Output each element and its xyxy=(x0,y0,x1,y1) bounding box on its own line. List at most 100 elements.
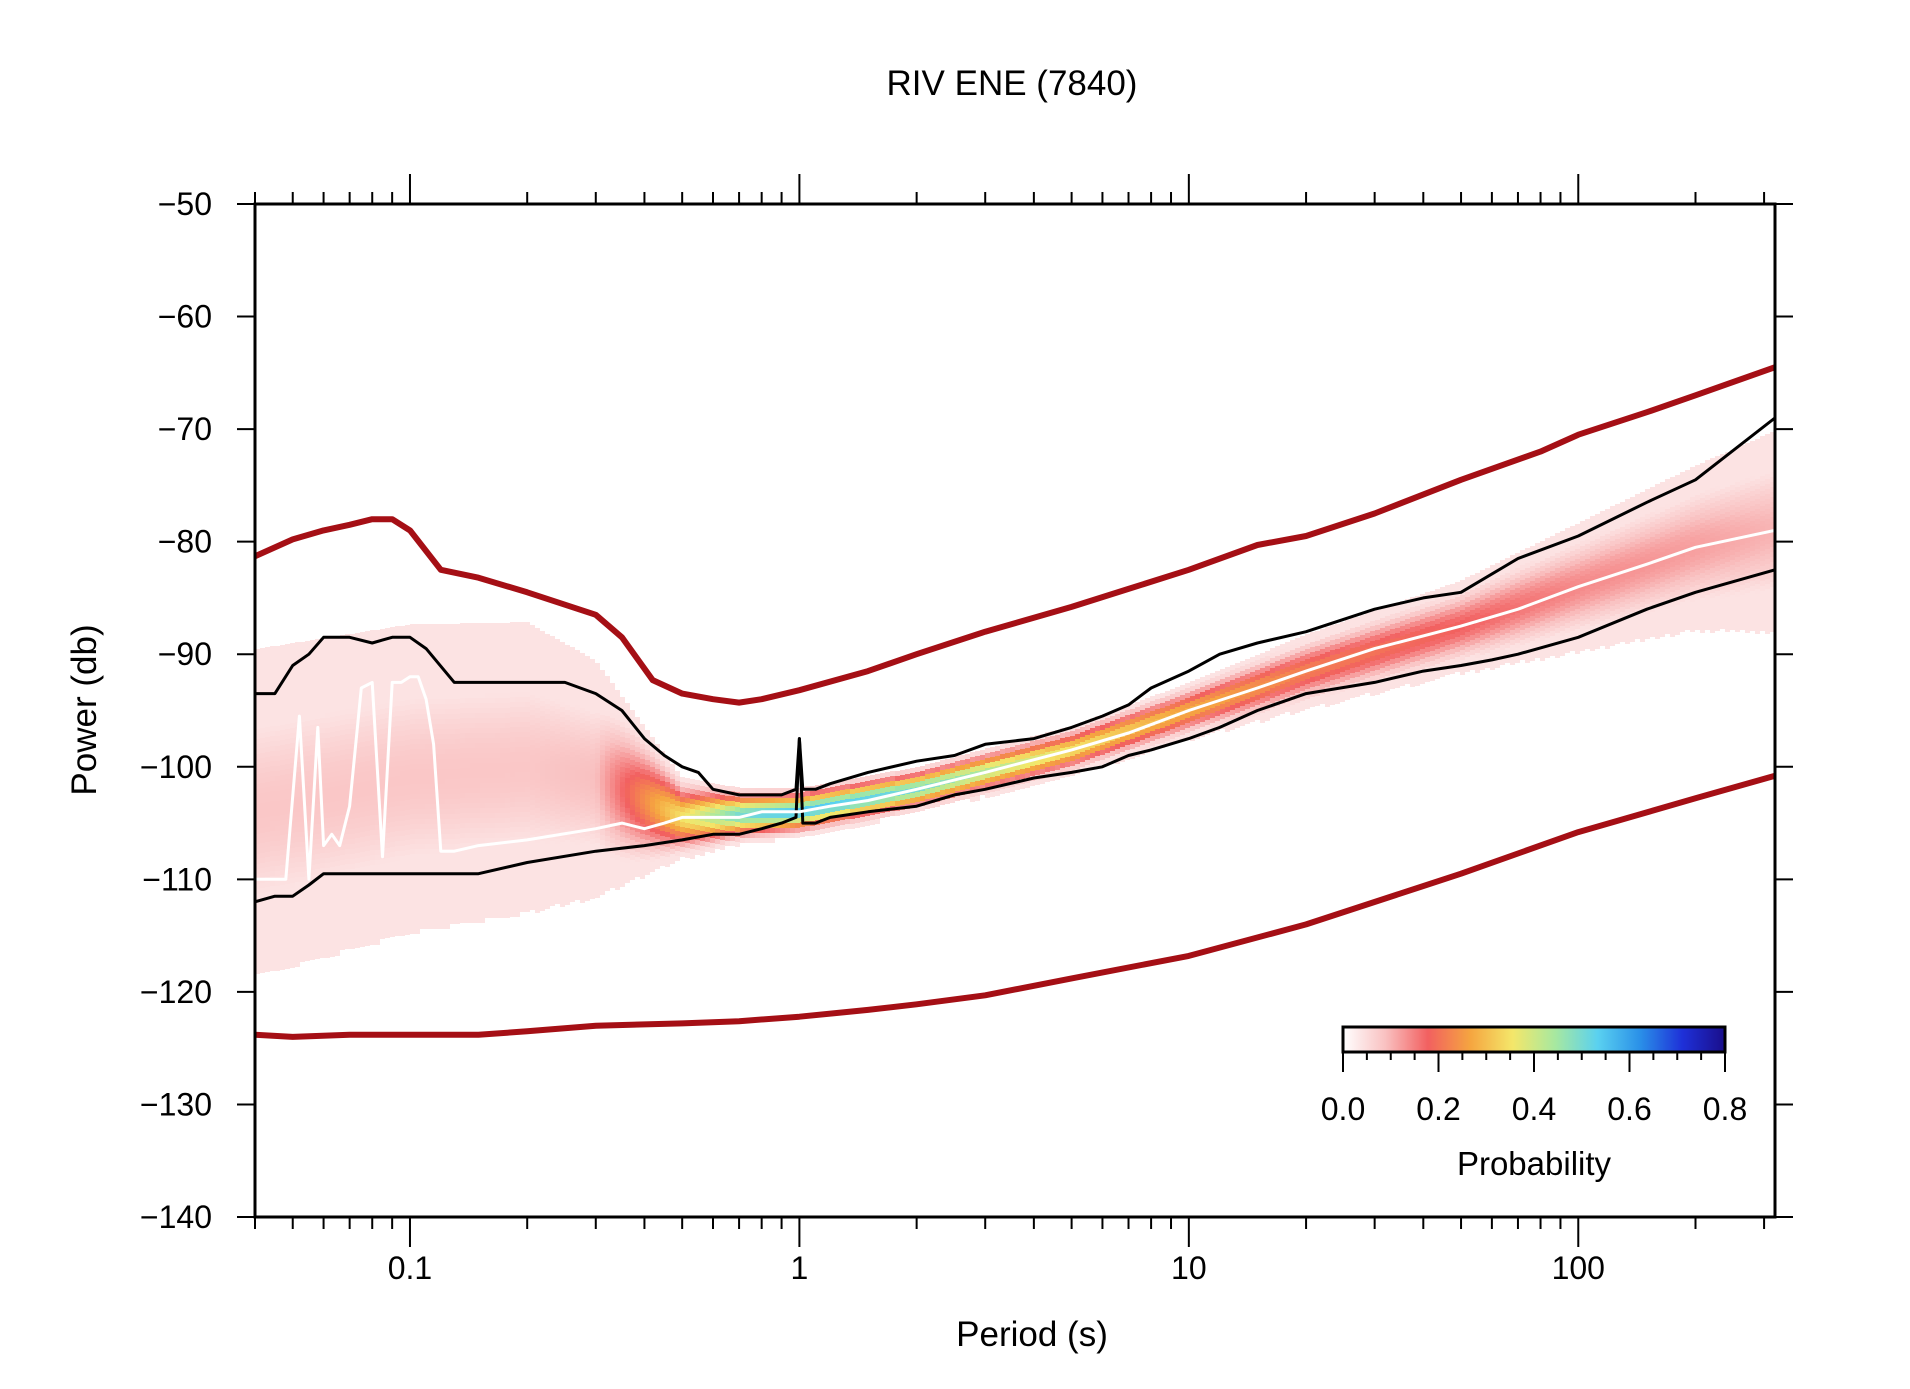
density-cell xyxy=(620,757,625,762)
density-cell xyxy=(445,744,450,749)
density-cell xyxy=(675,836,680,841)
density-cell xyxy=(300,822,305,827)
density-cell xyxy=(310,740,315,745)
density-cell xyxy=(375,890,380,895)
density-cell xyxy=(515,632,520,637)
density-cell xyxy=(345,759,350,764)
density-cell xyxy=(670,764,675,769)
density-cell xyxy=(265,647,270,652)
density-cell xyxy=(370,790,375,795)
density-cell xyxy=(480,768,485,773)
density-cell xyxy=(590,784,595,789)
density-cell xyxy=(540,711,545,716)
density-cell xyxy=(515,822,520,827)
density-cell xyxy=(695,830,700,835)
density-cell xyxy=(620,787,625,792)
density-cell xyxy=(465,813,470,818)
density-cell xyxy=(505,638,510,643)
density-cell xyxy=(520,857,525,862)
density-cell xyxy=(600,745,605,750)
density-cell xyxy=(405,795,410,800)
density-cell xyxy=(770,788,775,793)
density-cell xyxy=(615,765,620,770)
density-cell xyxy=(650,777,655,782)
density-cell xyxy=(515,772,520,777)
density-cell xyxy=(525,727,530,732)
density-cell xyxy=(675,796,680,801)
density-cell xyxy=(470,903,475,908)
density-cell xyxy=(455,669,460,674)
density-cell xyxy=(300,892,305,897)
density-cell xyxy=(550,781,555,786)
density-cell xyxy=(400,816,405,821)
density-cell xyxy=(335,811,340,816)
density-cell xyxy=(445,719,450,724)
density-cell xyxy=(580,748,585,753)
density-cell xyxy=(385,858,390,863)
density-cell xyxy=(405,700,410,705)
density-cell xyxy=(275,711,280,716)
density-cell xyxy=(595,743,600,748)
density-cell xyxy=(450,834,455,839)
density-cell xyxy=(570,692,575,697)
density-cell xyxy=(475,753,480,758)
density-cell xyxy=(375,675,380,680)
density-cell xyxy=(255,744,260,749)
density-cell xyxy=(270,956,275,961)
density-cell xyxy=(255,929,260,934)
density-cell xyxy=(495,893,500,898)
density-cell xyxy=(490,713,495,718)
density-cell xyxy=(745,803,750,808)
density-cell xyxy=(365,886,370,891)
density-cell xyxy=(820,799,825,804)
density-cell xyxy=(640,759,645,764)
density-cell xyxy=(530,805,535,810)
density-cell xyxy=(525,747,530,752)
density-cell xyxy=(550,641,555,646)
density-cell xyxy=(535,848,540,853)
density-cell xyxy=(510,722,515,727)
density-cell xyxy=(330,672,335,677)
density-cell xyxy=(735,822,740,827)
density-cell xyxy=(275,926,280,931)
density-cell xyxy=(350,744,355,749)
density-cell xyxy=(575,890,580,895)
density-cell xyxy=(405,860,410,865)
density-cell xyxy=(430,849,435,854)
density-cell xyxy=(330,952,335,957)
density-cell xyxy=(345,694,350,699)
density-cell xyxy=(540,651,545,656)
density-cell xyxy=(815,810,820,815)
density-cell xyxy=(760,818,765,823)
density-cell xyxy=(400,691,405,696)
density-cell xyxy=(315,769,320,774)
density-cell xyxy=(470,643,475,648)
density-cell xyxy=(460,868,465,873)
density-cell xyxy=(500,698,505,703)
density-cell xyxy=(400,751,405,756)
density-cell xyxy=(345,874,350,879)
density-cell xyxy=(260,798,265,803)
density-cell xyxy=(420,744,425,749)
density-cell xyxy=(475,808,480,813)
density-cell xyxy=(270,741,275,746)
density-cell xyxy=(340,940,345,945)
density-cell xyxy=(480,878,485,883)
density-cell xyxy=(415,654,420,659)
density-cell xyxy=(380,764,385,769)
density-cell xyxy=(390,772,395,777)
density-cell xyxy=(645,800,650,805)
density-cell xyxy=(475,713,480,718)
density-cell xyxy=(580,743,585,748)
density-cell xyxy=(490,873,495,878)
density-cell xyxy=(345,934,350,939)
density-cell xyxy=(420,804,425,809)
density-cell xyxy=(525,807,530,812)
density-cell xyxy=(515,682,520,687)
density-cell xyxy=(635,807,640,812)
density-cell xyxy=(610,718,615,723)
density-cell xyxy=(415,659,420,664)
density-cell xyxy=(550,796,555,801)
density-cell xyxy=(470,893,475,898)
density-cell xyxy=(285,829,290,834)
